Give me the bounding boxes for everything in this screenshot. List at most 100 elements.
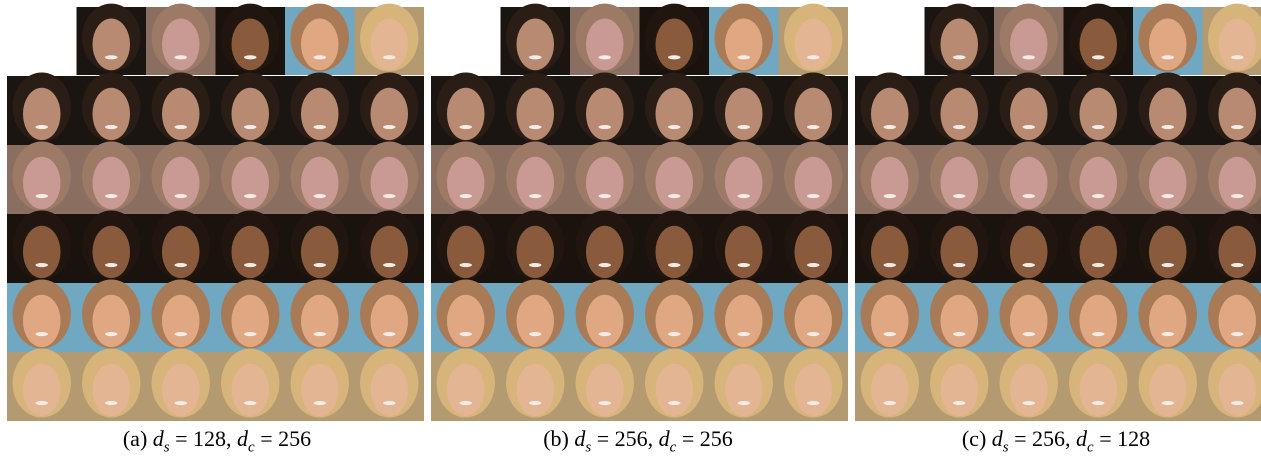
mouth (313, 401, 326, 405)
mouth (1161, 194, 1174, 198)
mouth (807, 55, 820, 59)
mouth (953, 332, 966, 336)
mouth (529, 263, 542, 267)
mouth (105, 55, 118, 59)
face (871, 295, 909, 347)
mouth (174, 125, 187, 129)
face (655, 88, 693, 140)
face (92, 88, 130, 140)
face (1079, 88, 1117, 140)
mouth (1161, 401, 1174, 405)
mouth (807, 401, 820, 405)
mouth (313, 55, 326, 59)
mouth (883, 332, 896, 336)
face (940, 295, 978, 347)
face (725, 157, 763, 209)
face (162, 157, 200, 209)
mouth (459, 125, 472, 129)
caption-b: (b) ds = 256, dc = 256 (428, 426, 848, 456)
caption-part: d (574, 426, 585, 451)
mouth (737, 194, 750, 198)
mouth (668, 263, 681, 267)
mouth (529, 194, 542, 198)
face (1149, 157, 1187, 209)
mouth (668, 194, 681, 198)
mouth (529, 401, 542, 405)
face (655, 295, 693, 347)
face (23, 157, 61, 209)
mouth (883, 194, 896, 198)
face (586, 157, 624, 209)
mouth (105, 332, 118, 336)
mouth (244, 125, 257, 129)
face (1149, 364, 1187, 416)
face (1010, 157, 1048, 209)
face (725, 364, 763, 416)
caption-part: d (992, 426, 1003, 451)
mouth (737, 263, 750, 267)
face (516, 226, 554, 278)
caption-c: (c) ds = 256, dc = 128 (846, 426, 1261, 456)
face (1149, 19, 1187, 71)
caption-part: = 256 (676, 426, 732, 451)
face (725, 88, 763, 140)
face (231, 88, 269, 140)
face (447, 295, 485, 347)
face (231, 157, 269, 209)
face (447, 88, 485, 140)
mouth (737, 401, 750, 405)
mouth (244, 194, 257, 198)
face (23, 295, 61, 347)
mouth (1161, 55, 1174, 59)
face (940, 364, 978, 416)
face (871, 226, 909, 278)
face (586, 295, 624, 347)
mouth (737, 332, 750, 336)
face (162, 295, 200, 347)
mouth (1231, 332, 1244, 336)
face (370, 88, 408, 140)
face (1149, 226, 1187, 278)
face (1079, 226, 1117, 278)
mouth (35, 332, 48, 336)
caption-part: c (248, 439, 255, 455)
caption-part: = 128 (1094, 426, 1150, 451)
face (23, 364, 61, 416)
mouth (105, 401, 118, 405)
mouth (529, 332, 542, 336)
mouth (1231, 125, 1244, 129)
mouth (1022, 401, 1035, 405)
mouth (313, 332, 326, 336)
face (301, 157, 339, 209)
face (162, 19, 200, 71)
face (725, 226, 763, 278)
mouth (174, 401, 187, 405)
face (1218, 88, 1256, 140)
mouth (598, 401, 611, 405)
face (1218, 295, 1256, 347)
face (1010, 19, 1048, 71)
mouth (313, 125, 326, 129)
mouth (244, 332, 257, 336)
face (92, 295, 130, 347)
face (725, 295, 763, 347)
face (231, 19, 269, 71)
mouth (459, 263, 472, 267)
mouth (953, 263, 966, 267)
mouth (1231, 263, 1244, 267)
mouth (1161, 332, 1174, 336)
face (23, 88, 61, 140)
mouth (598, 55, 611, 59)
mouth (459, 332, 472, 336)
mouth (598, 125, 611, 129)
face (871, 364, 909, 416)
face (1218, 157, 1256, 209)
face (516, 19, 554, 71)
face (794, 295, 832, 347)
face (655, 364, 693, 416)
mouth (1231, 401, 1244, 405)
face (516, 364, 554, 416)
mouth (807, 263, 820, 267)
mouth (35, 125, 48, 129)
face (1010, 226, 1048, 278)
